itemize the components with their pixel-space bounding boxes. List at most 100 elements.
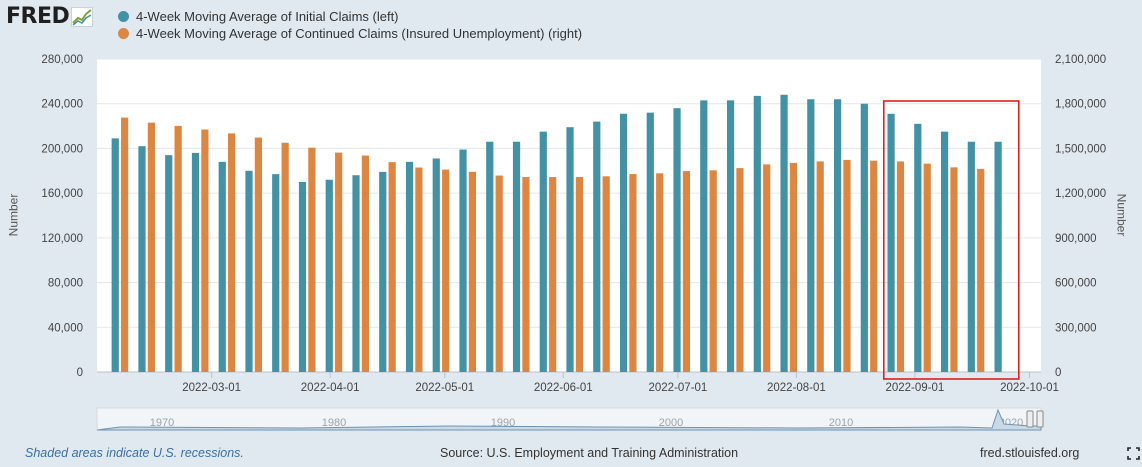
bar-continued-claims xyxy=(147,122,155,372)
y-right-tick-label: 600,000 xyxy=(1055,278,1097,290)
bar-continued-claims xyxy=(174,125,182,372)
chart-legend: 4-Week Moving Average of Initial Claims … xyxy=(118,8,582,42)
bar-continued-claims xyxy=(789,162,798,372)
bar-initial-claims xyxy=(673,108,681,372)
bar-initial-claims xyxy=(780,94,788,373)
bar-continued-claims xyxy=(522,177,530,372)
bar-initial-claims xyxy=(486,141,494,372)
bar-continued-claims xyxy=(388,162,396,372)
bar-continued-claims xyxy=(950,167,958,372)
fullscreen-icon[interactable] xyxy=(1127,447,1140,460)
bar-continued-claims xyxy=(709,170,717,372)
bar-continued-claims xyxy=(923,163,931,372)
navigator-year-label: 2010 xyxy=(829,417,853,429)
bar-continued-claims xyxy=(602,176,610,372)
x-tick-label: 2022-04-01 xyxy=(301,382,360,394)
legend-swatch-continued-claims xyxy=(118,28,129,39)
bar-initial-claims xyxy=(914,123,922,372)
bar-continued-claims xyxy=(228,133,236,372)
y-left-tick-label: 240,000 xyxy=(41,99,83,111)
bar-continued-claims xyxy=(575,177,584,372)
bar-initial-claims xyxy=(218,161,226,372)
y-right-tick-label: 300,000 xyxy=(1055,322,1097,334)
legend-item-initial-claims[interactable]: 4-Week Moving Average of Initial Claims … xyxy=(118,8,582,25)
bar-continued-claims xyxy=(201,129,209,372)
navigator-handle-left[interactable] xyxy=(1026,410,1034,428)
bar-continued-claims xyxy=(361,155,370,372)
fred-trend-line-icon xyxy=(71,6,94,27)
bar-continued-claims xyxy=(495,175,503,372)
bar-continued-claims xyxy=(121,117,129,372)
bar-initial-claims xyxy=(726,100,735,372)
x-tick-label: 2022-10-01 xyxy=(1000,382,1059,394)
y-left-tick-label: 280,000 xyxy=(41,54,83,66)
x-tick-label: 2022-08-01 xyxy=(767,382,826,394)
chart-footer: Shaded areas indicate U.S. recessions. S… xyxy=(0,444,1142,466)
y-left-tick-label: 0 xyxy=(77,367,83,379)
bar-initial-claims xyxy=(807,99,815,372)
legend-label-continued-claims: 4-Week Moving Average of Continued Claim… xyxy=(136,26,583,41)
bar-initial-claims xyxy=(940,131,949,372)
bar-continued-claims xyxy=(682,171,691,372)
bar-continued-claims xyxy=(468,171,477,372)
y-right-tick-label: 1,500,000 xyxy=(1055,143,1106,155)
navigator-handle-right[interactable] xyxy=(1036,410,1044,428)
bar-initial-claims xyxy=(325,179,333,372)
bar-initial-claims xyxy=(432,158,440,372)
bar-continued-claims xyxy=(896,161,905,372)
x-tick-label: 2022-05-01 xyxy=(415,382,474,394)
bar-continued-claims xyxy=(442,169,450,372)
bar-initial-claims xyxy=(619,113,628,373)
bar-continued-claims xyxy=(335,152,343,372)
bar-initial-claims xyxy=(833,99,842,372)
bar-initial-claims xyxy=(111,138,119,372)
bar-initial-claims xyxy=(512,141,521,372)
bar-initial-claims xyxy=(138,146,146,372)
y-left-tick-label: 40,000 xyxy=(48,322,83,334)
x-tick-label: 2022-03-01 xyxy=(182,382,241,394)
x-tick-label: 2022-06-01 xyxy=(534,382,593,394)
bar-initial-claims xyxy=(352,175,360,372)
highlight-box xyxy=(882,100,1020,380)
bar-initial-claims xyxy=(994,141,1002,372)
bar-initial-claims xyxy=(967,141,975,372)
y-left-tick-label: 120,000 xyxy=(41,233,83,245)
bar-initial-claims xyxy=(646,112,654,373)
navigator-year-label: 1980 xyxy=(322,417,346,429)
source-note: Source: U.S. Employment and Training Adm… xyxy=(440,446,739,460)
fred-site-link[interactable]: fred.stlouisfed.org xyxy=(980,446,1080,460)
recession-note: Shaded areas indicate U.S. recessions. xyxy=(25,446,244,460)
y-right-tick-label: 900,000 xyxy=(1055,233,1097,245)
x-tick-label: 2022-09-01 xyxy=(885,382,944,394)
bar-initial-claims xyxy=(566,127,574,372)
bar-continued-claims xyxy=(308,147,316,372)
bar-chart: 0 0 40,000 300,000 80,000 600,000 120,000 900,0… xyxy=(41,54,1106,431)
bar-initial-claims xyxy=(191,152,200,372)
y-right-tick-label: 1,200,000 xyxy=(1055,188,1106,200)
bar-continued-claims xyxy=(763,164,771,372)
bar-initial-claims xyxy=(593,121,601,372)
bar-continued-claims xyxy=(549,177,557,372)
y-right-tick-label: 1,800,000 xyxy=(1055,99,1106,111)
bar-initial-claims xyxy=(272,174,280,372)
legend-label-initial-claims: 4-Week Moving Average of Initial Claims … xyxy=(136,9,399,24)
bar-continued-claims xyxy=(816,161,824,372)
bar-initial-claims xyxy=(165,155,173,372)
navigator-year-label: 2000 xyxy=(659,417,683,429)
legend-item-continued-claims[interactable]: 4-Week Moving Average of Continued Claim… xyxy=(118,25,582,42)
bar-initial-claims xyxy=(379,171,387,372)
fred-logo[interactable]: FRED xyxy=(6,4,94,29)
bar-initial-claims xyxy=(539,131,547,372)
bar-continued-claims xyxy=(656,173,664,372)
bar-continued-claims xyxy=(736,168,744,372)
y-left-tick-label: 80,000 xyxy=(48,278,83,290)
bar-continued-claims xyxy=(870,160,878,372)
bar-initial-claims xyxy=(405,161,414,372)
y-left-tick-label: 200,000 xyxy=(41,143,83,155)
navigator-year-label: 1970 xyxy=(150,417,174,429)
bar-continued-claims xyxy=(977,168,985,372)
bar-initial-claims xyxy=(887,113,895,373)
x-tick-label: 2022-07-01 xyxy=(649,382,708,394)
bar-continued-claims xyxy=(843,159,851,372)
bar-continued-claims xyxy=(629,174,637,372)
